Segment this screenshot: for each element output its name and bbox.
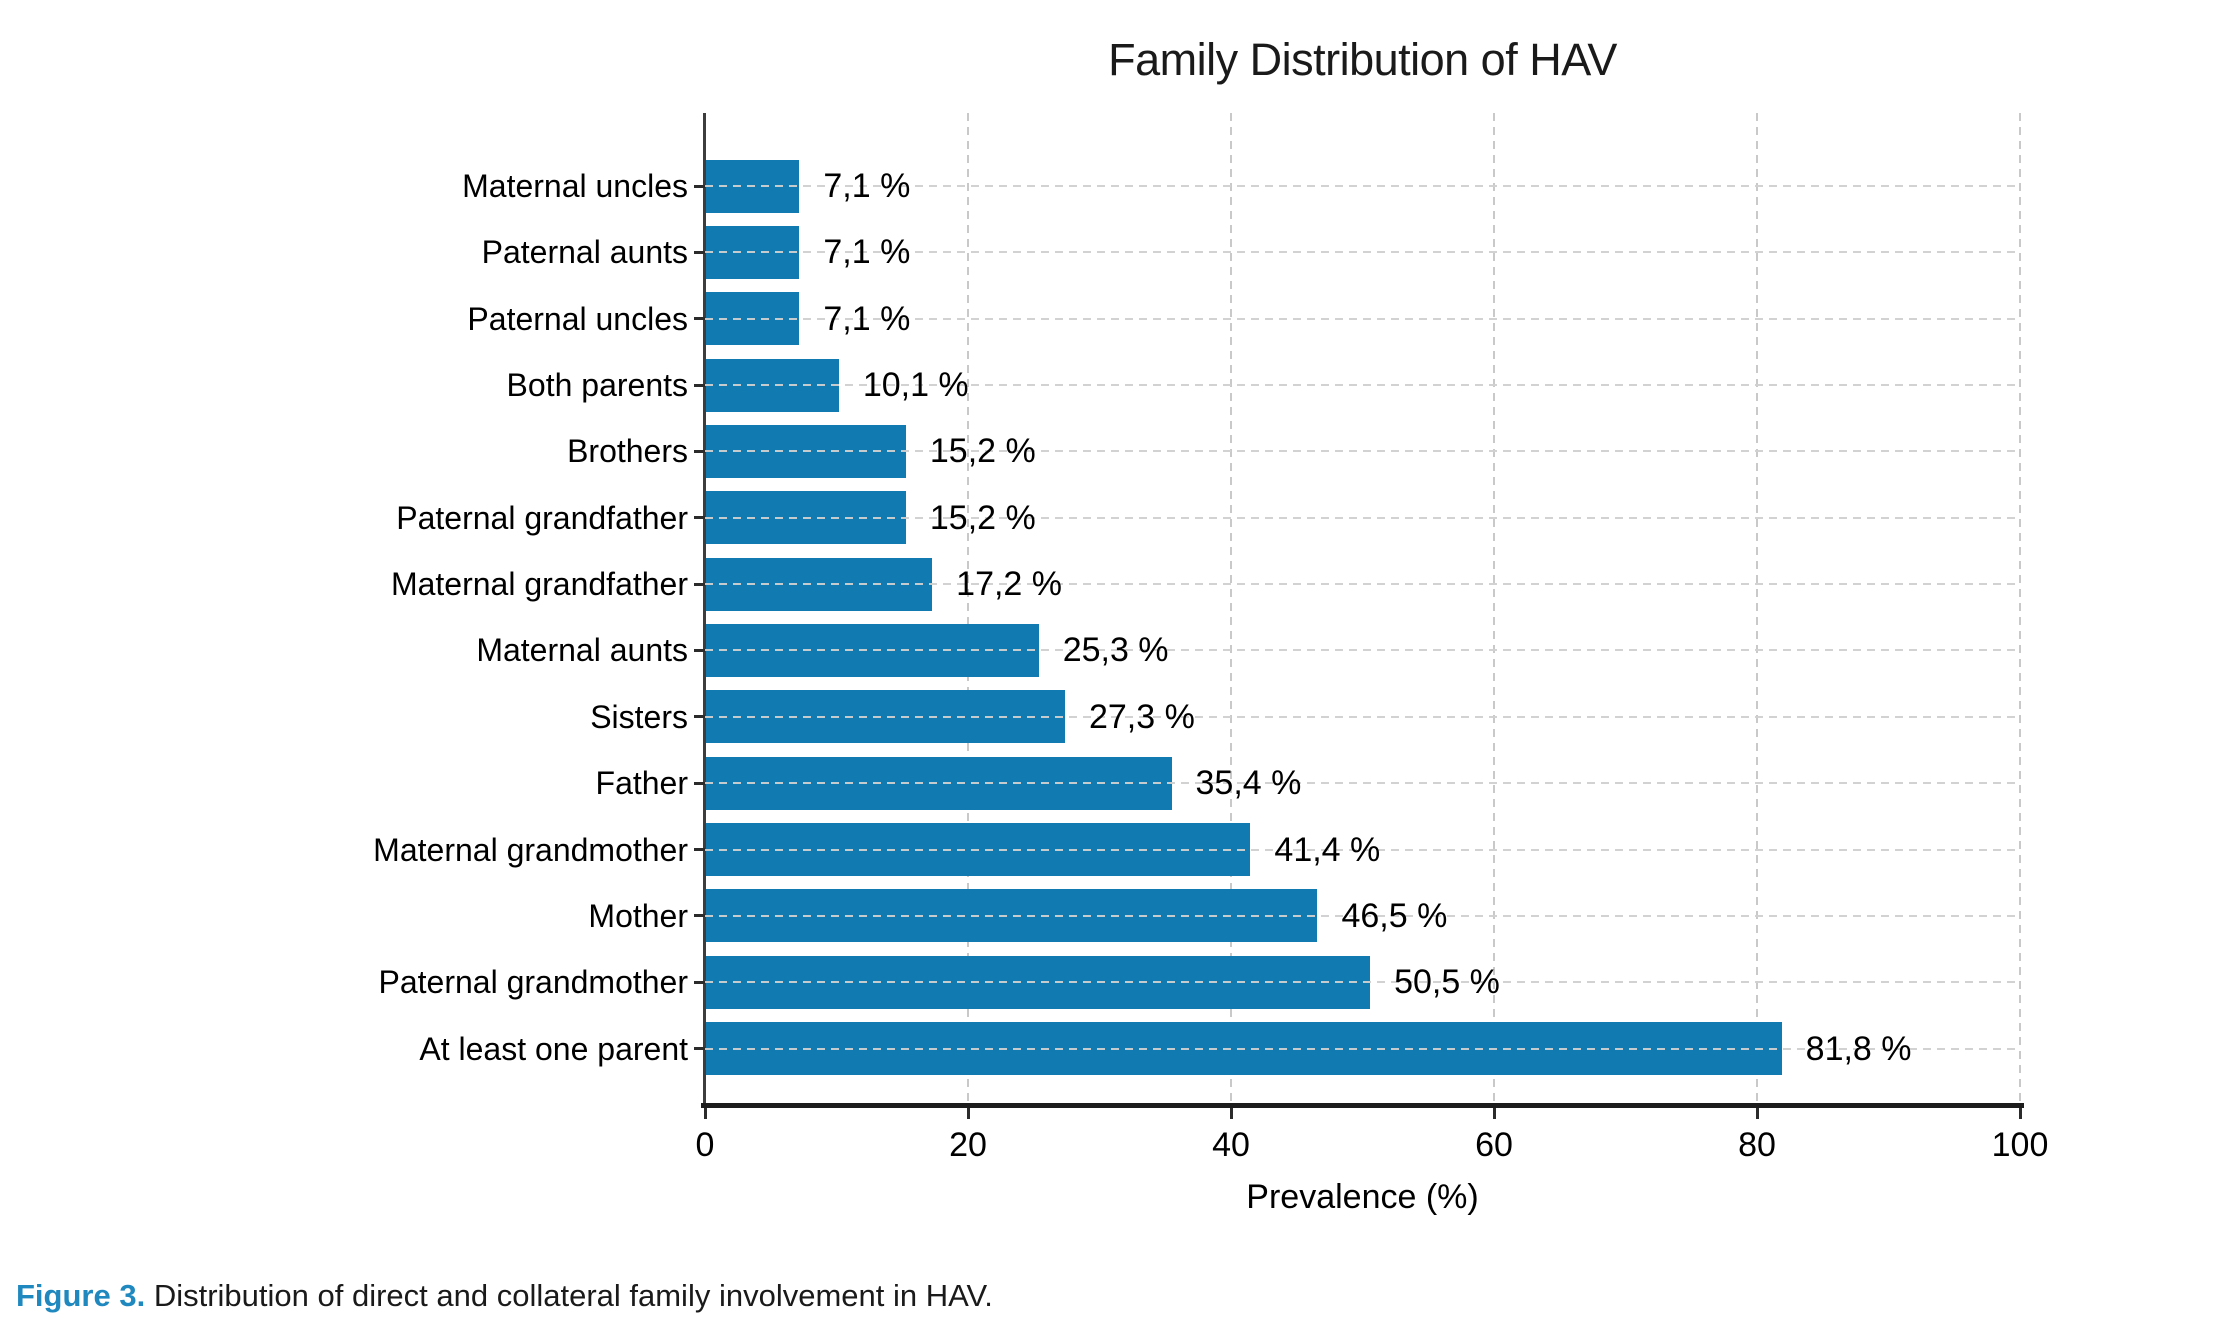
category-label: Sisters — [590, 698, 688, 735]
gridline-horizontal — [705, 1047, 2020, 1050]
gridline-vertical — [967, 113, 969, 1103]
x-axis-tick — [703, 1108, 707, 1119]
value-label: 15,2 % — [929, 432, 1036, 471]
gridline-horizontal — [705, 317, 2020, 320]
x-axis-tick — [966, 1108, 970, 1119]
x-tick-label: 80 — [1738, 1126, 1776, 1164]
figure-caption-text: Distribution of direct and collateral fa… — [145, 1278, 993, 1313]
category-label: Paternal uncles — [467, 300, 688, 337]
x-tick-label: 40 — [1212, 1126, 1250, 1164]
y-axis-tick — [694, 449, 705, 453]
gridline-horizontal — [705, 583, 2020, 586]
x-axis-tick — [1229, 1108, 1233, 1119]
figure-caption: Figure 3. Distribution of direct and col… — [16, 1278, 2116, 1314]
x-axis-tick — [2018, 1108, 2022, 1119]
gridline-vertical — [2019, 113, 2021, 1103]
y-axis-spine — [703, 113, 706, 1107]
gridline-horizontal — [705, 649, 2020, 652]
gridline-vertical — [1493, 113, 1495, 1103]
gridline-horizontal — [705, 450, 2020, 453]
value-label: 15,2 % — [929, 498, 1036, 537]
y-axis-tick — [694, 250, 705, 254]
category-label: Maternal aunts — [476, 632, 688, 669]
x-tick-label: 20 — [949, 1126, 987, 1164]
gridline-horizontal — [705, 981, 2020, 984]
y-axis-tick — [694, 317, 705, 321]
x-tick-label: 100 — [1991, 1126, 2049, 1164]
category-label: Paternal grandmother — [378, 964, 688, 1001]
gridline-horizontal — [705, 516, 2020, 519]
y-axis-tick — [694, 516, 705, 520]
category-label: Maternal uncles — [462, 168, 688, 204]
gridline-vertical — [1756, 113, 1758, 1103]
x-axis-tick — [1755, 1108, 1759, 1119]
category-label: Paternal grandfather — [396, 499, 688, 536]
value-label: 50,5 % — [1394, 963, 1500, 1002]
y-axis-tick — [694, 648, 705, 652]
gridline-horizontal — [705, 251, 2020, 254]
y-axis-tick — [694, 914, 705, 918]
gridline-horizontal — [705, 715, 2020, 718]
value-label: 7,1 % — [823, 167, 911, 205]
category-label: Father — [595, 765, 688, 802]
value-label: 46,5 % — [1341, 896, 1448, 935]
value-label: 7,1 % — [823, 299, 911, 338]
value-label: 41,4 % — [1274, 830, 1381, 869]
value-label: 27,3 % — [1088, 697, 1195, 736]
y-axis-tick — [694, 582, 705, 586]
y-axis-tick — [694, 1047, 705, 1051]
gridline-horizontal — [705, 384, 2020, 387]
category-label: Mother — [588, 897, 688, 934]
category-label: Brothers — [567, 433, 688, 470]
x-axis-spine — [701, 1103, 2024, 1108]
chart-title: Family Distribution of HAV — [1108, 34, 1617, 85]
gridline-vertical — [1230, 113, 1232, 1103]
y-axis-tick — [694, 184, 705, 188]
category-label: At least one parent — [419, 1030, 688, 1067]
category-label: Maternal grandfather — [390, 566, 688, 603]
value-label: 35,4 % — [1195, 764, 1302, 803]
figure-caption-label: Figure 3. — [16, 1278, 146, 1313]
value-label: 7,1 % — [823, 233, 911, 272]
gridline-horizontal — [705, 848, 2020, 851]
gridline-horizontal — [705, 782, 2020, 785]
gridline-horizontal — [705, 185, 2020, 187]
value-label: 10,1 % — [862, 366, 969, 405]
y-axis-tick — [694, 848, 705, 851]
value-label: 17,2 % — [956, 565, 1063, 604]
y-axis-tick — [694, 383, 705, 387]
y-axis-tick — [694, 715, 705, 719]
x-axis-tick — [1492, 1108, 1496, 1119]
x-axis-label: Prevalence (%) — [1246, 1178, 1479, 1216]
category-label: Both parents — [506, 367, 688, 404]
gridline-horizontal — [705, 914, 2020, 917]
category-label: Paternal aunts — [481, 234, 688, 271]
y-axis-tick — [694, 980, 705, 984]
value-label: 25,3 % — [1062, 631, 1169, 670]
x-tick-label: 0 — [695, 1126, 715, 1164]
category-label: Maternal grandmother — [373, 831, 688, 868]
value-label: 81,8 % — [1805, 1029, 1912, 1068]
y-axis-tick — [694, 781, 705, 785]
x-tick-label: 60 — [1475, 1126, 1513, 1164]
